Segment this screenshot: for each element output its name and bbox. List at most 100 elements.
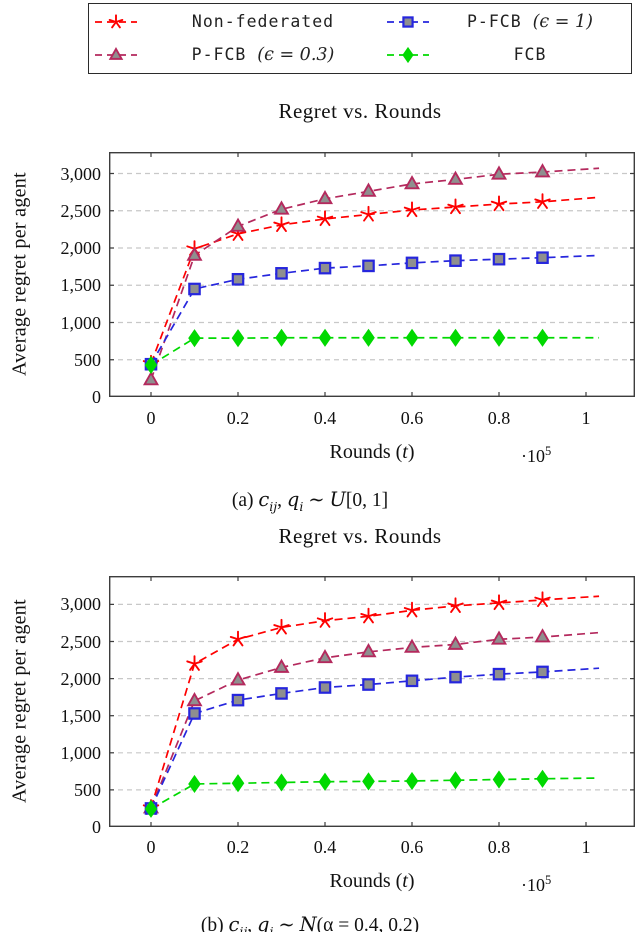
plot-frame — [109, 576, 635, 827]
star-marker — [186, 655, 203, 671]
square-marker — [231, 272, 245, 286]
x-tick-label: 1 — [581, 837, 591, 857]
series-line-pfcb_eps1 — [150, 667, 600, 809]
diamond-marker — [362, 772, 375, 791]
star-marker — [360, 205, 377, 222]
y-tick-label: 500 — [74, 349, 101, 370]
square-marker — [362, 259, 375, 273]
triangle-marker — [360, 643, 377, 658]
y-axis-label: Average regret per agent — [8, 172, 31, 376]
diamond-marker — [275, 773, 288, 792]
y-tick-label: 1,000 — [60, 742, 102, 763]
x-axis-label: Rounds (t) — [329, 441, 415, 463]
star-marker — [490, 195, 508, 212]
x-tick-label: 0 — [146, 408, 156, 428]
x-tick-label: 1 — [581, 408, 591, 428]
y-tick-label: 3,000 — [60, 163, 102, 184]
x-tick-label: 0.2 — [226, 837, 250, 857]
square-marker — [449, 254, 462, 267]
diamond-marker — [492, 770, 506, 789]
star-marker — [403, 601, 421, 618]
triangle-marker — [273, 658, 290, 673]
y-tick-label: 3,000 — [60, 594, 102, 615]
square-marker — [144, 802, 158, 815]
legend-label-fcb: FCB — [513, 44, 547, 64]
square-marker — [275, 267, 288, 280]
y-tick-label: 2,500 — [60, 631, 102, 652]
chart-title: Regret vs. Rounds — [278, 99, 442, 123]
series-line-pfcb_eps03 — [150, 167, 600, 381]
diamond-marker — [275, 328, 288, 347]
star-marker — [142, 354, 160, 371]
y-tick-label: 1,500 — [60, 705, 102, 726]
star-marker — [534, 193, 551, 209]
y-tick-label: 2,000 — [60, 238, 102, 258]
triangle-marker — [273, 200, 290, 215]
triangle-marker-icon — [95, 46, 137, 60]
diamond-marker — [405, 328, 419, 347]
square-marker — [231, 693, 245, 707]
series-line-non_federated — [150, 196, 600, 364]
axis-multiplier: ·105 — [521, 444, 552, 466]
square-marker — [402, 16, 414, 28]
square-marker-icon — [387, 16, 429, 28]
y-tick-label: 1,000 — [60, 312, 102, 333]
diamond-marker — [405, 771, 419, 791]
square-marker — [362, 678, 375, 691]
legend-label-pfcb-eps1: P-FCB (ϵ = 1) — [467, 12, 593, 33]
diamond-marker — [402, 46, 414, 63]
diamond-marker — [231, 329, 245, 348]
x-tick-label: 0 — [146, 837, 156, 857]
square-marker — [405, 674, 419, 688]
x-tick-label: 0.6 — [400, 408, 424, 428]
triangle-marker — [316, 190, 334, 205]
axis-multiplier: ·105 — [521, 873, 552, 895]
y-tick-label: 1,500 — [60, 275, 102, 296]
square-marker — [144, 357, 158, 371]
plot-area — [109, 152, 635, 397]
star-marker — [142, 799, 160, 815]
series-line-fcb — [150, 336, 600, 366]
chart-caption-b: (b) cij, qi ∼ N(α = 0.4, 0.2) — [200, 913, 420, 932]
square-marker — [536, 665, 549, 679]
star-marker — [229, 225, 247, 241]
triangle-marker — [108, 46, 124, 60]
diamond-marker — [318, 328, 332, 347]
square-marker — [449, 670, 462, 684]
legend-label-pfcb-eps03: P-FCB (ϵ = 0.3) — [191, 44, 335, 65]
star-marker — [534, 591, 551, 608]
diamond-marker — [188, 329, 201, 348]
x-axis-label: Rounds (t) — [329, 870, 415, 892]
star-marker — [316, 210, 334, 227]
y-tick-label: 0 — [92, 387, 101, 407]
star-marker — [108, 14, 124, 29]
y-tick-label: 2,000 — [60, 668, 102, 689]
diamond-marker — [144, 799, 158, 818]
star-marker — [316, 612, 334, 628]
star-marker — [273, 216, 290, 233]
triangle-marker — [142, 371, 160, 386]
diamond-marker-icon — [387, 46, 429, 63]
triangle-marker — [142, 799, 160, 814]
diamond-marker — [536, 769, 549, 788]
y-axis-label: Average regret per agent — [8, 599, 31, 803]
triangle-marker — [490, 630, 508, 645]
triangle-marker — [534, 163, 551, 178]
diamond-marker — [231, 774, 245, 793]
triangle-marker — [186, 692, 203, 707]
diamond-marker — [188, 774, 201, 794]
series-line-fcb — [150, 777, 600, 810]
triangle-marker — [360, 182, 377, 197]
star-marker — [186, 240, 203, 256]
triangle-marker — [447, 170, 464, 185]
x-tick-label: 0.2 — [226, 408, 250, 428]
chart-title: Regret vs. Rounds — [278, 524, 442, 548]
x-tick-label: 0.8 — [487, 837, 511, 857]
triangle-marker — [186, 246, 203, 261]
diamond-marker — [449, 328, 462, 347]
x-tick-label: 0.4 — [313, 837, 337, 857]
legend-entry-non-federated: Non-federated — [93, 12, 385, 32]
